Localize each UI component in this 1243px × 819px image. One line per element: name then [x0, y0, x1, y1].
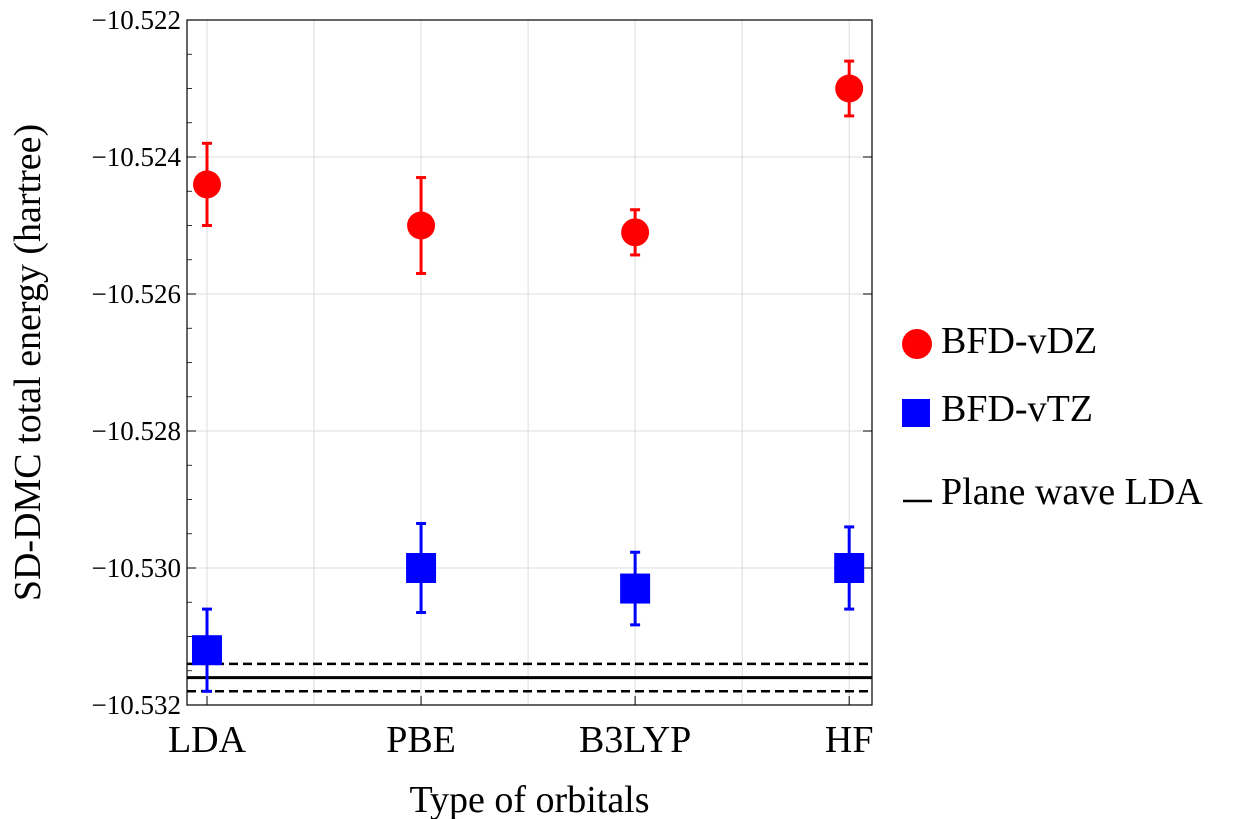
y-tick-label: −10.528	[92, 416, 181, 446]
legend-marker-circle	[902, 329, 932, 359]
y-tick-label: −10.524	[92, 142, 182, 172]
legend-item-plane-wave-lda: Plane wave LDA	[903, 471, 1203, 513]
y-tick-label: −10.526	[92, 279, 181, 309]
data-points	[192, 59, 865, 693]
legend-item-bfd-vtz: BFD-vTZ	[902, 388, 1093, 430]
y-tick-label: −10.532	[92, 690, 181, 720]
x-tick-label: LDA	[168, 719, 247, 761]
legend-label: BFD-vDZ	[941, 320, 1097, 362]
legend: BFD-vDZ BFD-vTZ Plane wave LDA	[902, 320, 1203, 513]
data-point-circle	[621, 218, 650, 247]
x-tick-label: PBE	[386, 719, 456, 761]
data-point-square	[620, 573, 651, 604]
data-point-square	[192, 635, 222, 666]
legend-marker-square	[902, 399, 930, 427]
x-tick-label: HF	[825, 719, 874, 761]
data-point-square	[834, 553, 865, 583]
legend-label: Plane wave LDA	[941, 471, 1203, 513]
x-axis-title: Type of orbitals	[409, 779, 649, 819]
data-point-square	[406, 553, 437, 583]
y-tick-label: −10.522	[92, 5, 181, 35]
y-axis-title: SD-DMC total energy (hartree)	[7, 124, 49, 601]
data-point-circle	[407, 211, 436, 240]
axis-ticks: −10.532 −10.530 −10.528 −10.526 −10.524 −10.5…	[92, 5, 874, 761]
grid	[187, 20, 872, 705]
plot-frame	[186, 19, 873, 706]
y-tick-label: −10.530	[92, 553, 181, 583]
data-point-circle	[835, 74, 864, 103]
x-tick-label: B3LYP	[579, 719, 691, 761]
data-point-circle	[193, 170, 221, 199]
legend-item-bfd-vdz: BFD-vDZ	[902, 320, 1097, 362]
reference-lines	[187, 662, 872, 693]
legend-label: BFD-vTZ	[941, 388, 1093, 430]
